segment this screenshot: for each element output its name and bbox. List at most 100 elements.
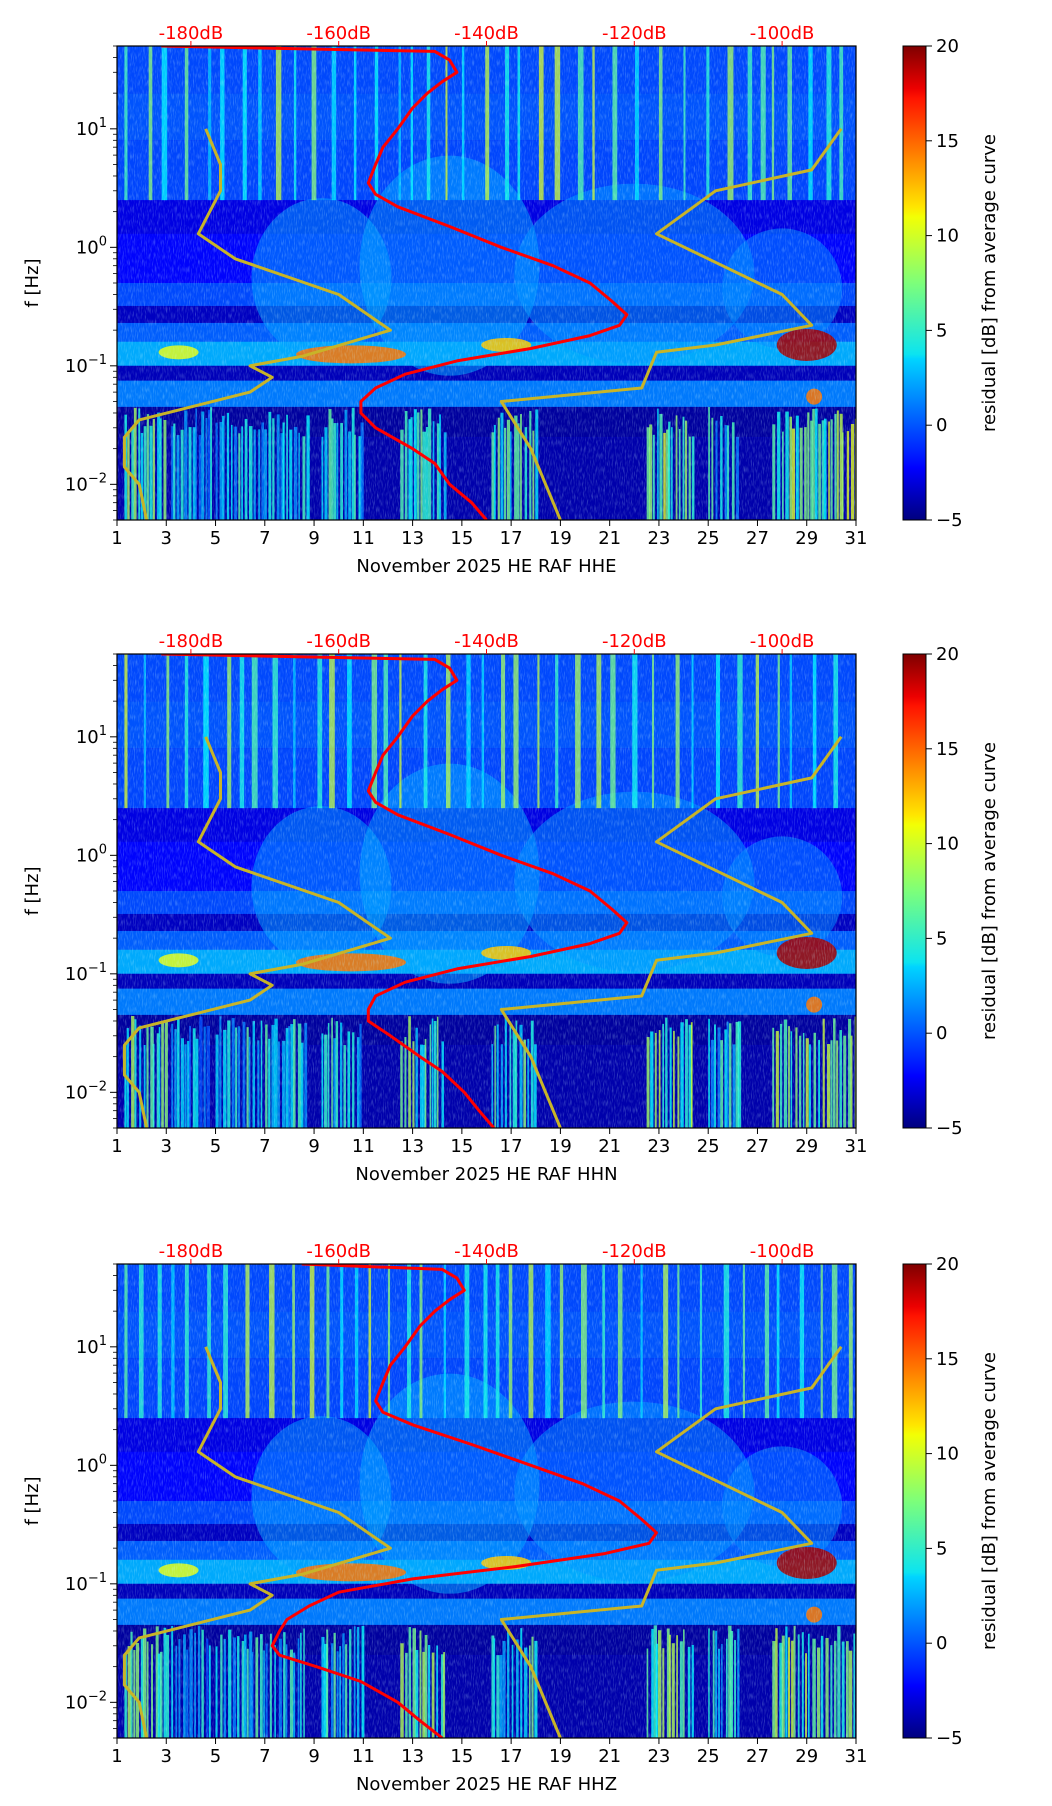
x-axis-label: November 2025 HE RAF HHZ — [356, 1774, 617, 1795]
y-tick-label: 10−2 — [65, 1079, 107, 1103]
x-tick-label: 3 — [161, 528, 172, 549]
x-tick-label: 13 — [401, 1136, 424, 1157]
spectrogram-heatmap — [117, 1264, 856, 1738]
colorbar-tick-label: 5 — [936, 1538, 947, 1559]
colorbar-tick-label: 10 — [936, 226, 959, 247]
colorbar-tick-label: 0 — [936, 415, 947, 436]
colorbar: −5 0 5 10 15 20 residual [dB] from average cur… — [902, 644, 1000, 1139]
y-tick-label: 101 — [76, 724, 107, 748]
top-tick-label: -180dB — [159, 23, 224, 44]
x-tick-label: 13 — [401, 1746, 424, 1767]
noise-model-curve — [499, 127, 843, 520]
x-tick-label: 3 — [161, 1746, 172, 1767]
x-tick-label: 23 — [647, 1746, 670, 1767]
x-tick-label: 11 — [352, 1746, 375, 1767]
colorbar-tick-label: 20 — [936, 644, 959, 665]
x-tick-label: 9 — [308, 528, 319, 549]
x-tick-label: 27 — [746, 1136, 769, 1157]
noise-model-curve — [499, 735, 843, 1128]
top-tick-label: -100dB — [750, 1241, 815, 1262]
x-tick-label: 15 — [450, 1136, 473, 1157]
y-tick-label: 101 — [76, 116, 107, 140]
x-tick-label: 29 — [795, 1746, 818, 1767]
x-tick-label: 27 — [746, 1746, 769, 1767]
x-tick-label: 5 — [210, 1746, 221, 1767]
x-tick-label: 17 — [500, 1746, 523, 1767]
top-tick-label: -120dB — [602, 23, 667, 44]
noise-model-curve — [122, 1346, 392, 1738]
x-tick-label: 17 — [500, 1136, 523, 1157]
top-tick-label: -180dB — [159, 1241, 224, 1262]
x-tick-label: 9 — [308, 1136, 319, 1157]
colorbar-gradient — [902, 653, 927, 1129]
y-tick-label: 100 — [76, 842, 107, 866]
colorbar: −5 0 5 10 15 20 residual [dB] from average cur… — [902, 36, 1000, 531]
colorbar-tick-label: 15 — [936, 1349, 959, 1370]
x-axis-label: November 2025 HE RAF HHE — [356, 556, 616, 577]
curves — [122, 1264, 843, 1738]
x-tick-label: 11 — [352, 1136, 375, 1157]
x-tick-label: 1 — [111, 1136, 122, 1157]
x-tick-label: 3 — [161, 1136, 172, 1157]
top-tick-label: -140dB — [454, 631, 519, 652]
x-tick-label: 27 — [746, 528, 769, 549]
curves — [122, 46, 843, 520]
x-tick-label: 13 — [401, 528, 424, 549]
x-tick-label: 9 — [308, 1746, 319, 1767]
x-tick-label: 11 — [352, 528, 375, 549]
heatmap-texture — [117, 1264, 856, 1738]
colorbar-tick-label: 15 — [936, 131, 959, 152]
colorbar-gradient — [902, 45, 927, 521]
colorbar-tick-label: 15 — [936, 739, 959, 760]
noise-model-curve — [122, 128, 392, 520]
x-tick-label: 7 — [259, 1746, 270, 1767]
x-tick-label: 29 — [795, 528, 818, 549]
spectrogram-heatmap — [117, 654, 856, 1128]
x-tick-label: 21 — [598, 528, 621, 549]
y-axis-label: f [Hz] — [22, 866, 43, 915]
colorbar-tick-label: 20 — [936, 36, 959, 57]
x-tick-label: 31 — [845, 1136, 868, 1157]
y-axis-label: f [Hz] — [22, 258, 43, 307]
colorbar-gradient — [902, 1263, 927, 1739]
x-tick-label: 17 — [500, 528, 523, 549]
x-tick-label: 23 — [647, 528, 670, 549]
x-tick-label: 31 — [845, 1746, 868, 1767]
x-tick-label: 19 — [549, 1746, 572, 1767]
top-tick-label: -140dB — [454, 23, 519, 44]
heatmap-texture — [117, 46, 856, 520]
psd-average-curve — [161, 654, 629, 1128]
y-tick-label: 100 — [76, 234, 107, 258]
psd-average-curve — [270, 1264, 658, 1738]
colorbar-tick-label: 20 — [936, 1254, 959, 1275]
noise-model-curve — [499, 1345, 843, 1738]
x-tick-label: 19 — [549, 1136, 572, 1157]
colorbar: −5 0 5 10 15 20 residual [dB] from average cur… — [902, 1254, 1000, 1749]
y-tick-label: 10−1 — [65, 1571, 107, 1595]
x-tick-label: 21 — [598, 1136, 621, 1157]
top-tick-label: -100dB — [750, 631, 815, 652]
y-tick-label: 10−1 — [65, 961, 107, 985]
top-tick-label: -180dB — [159, 631, 224, 652]
x-tick-label: 7 — [259, 1136, 270, 1157]
psd-average-curve — [161, 46, 629, 520]
colorbar-tick-label: −5 — [936, 510, 963, 531]
x-tick-label: 7 — [259, 528, 270, 549]
x-tick-label: 1 — [111, 1746, 122, 1767]
colorbar-tick-label: 0 — [936, 1023, 947, 1044]
x-tick-label: 5 — [210, 528, 221, 549]
curves — [122, 654, 843, 1128]
x-tick-label: 1 — [111, 528, 122, 549]
top-tick-label: -160dB — [306, 631, 371, 652]
x-tick-label: 25 — [697, 1746, 720, 1767]
colorbar-tick-label: 5 — [936, 928, 947, 949]
x-tick-label: 21 — [598, 1746, 621, 1767]
colorbar-label: residual [dB] from average curve — [979, 134, 1000, 432]
x-tick-label: 23 — [647, 1136, 670, 1157]
colorbar-tick-label: −5 — [936, 1728, 963, 1749]
colorbar-tick-label: 5 — [936, 320, 947, 341]
top-tick-label: -100dB — [750, 23, 815, 44]
y-axis-label: f [Hz] — [22, 1476, 43, 1525]
